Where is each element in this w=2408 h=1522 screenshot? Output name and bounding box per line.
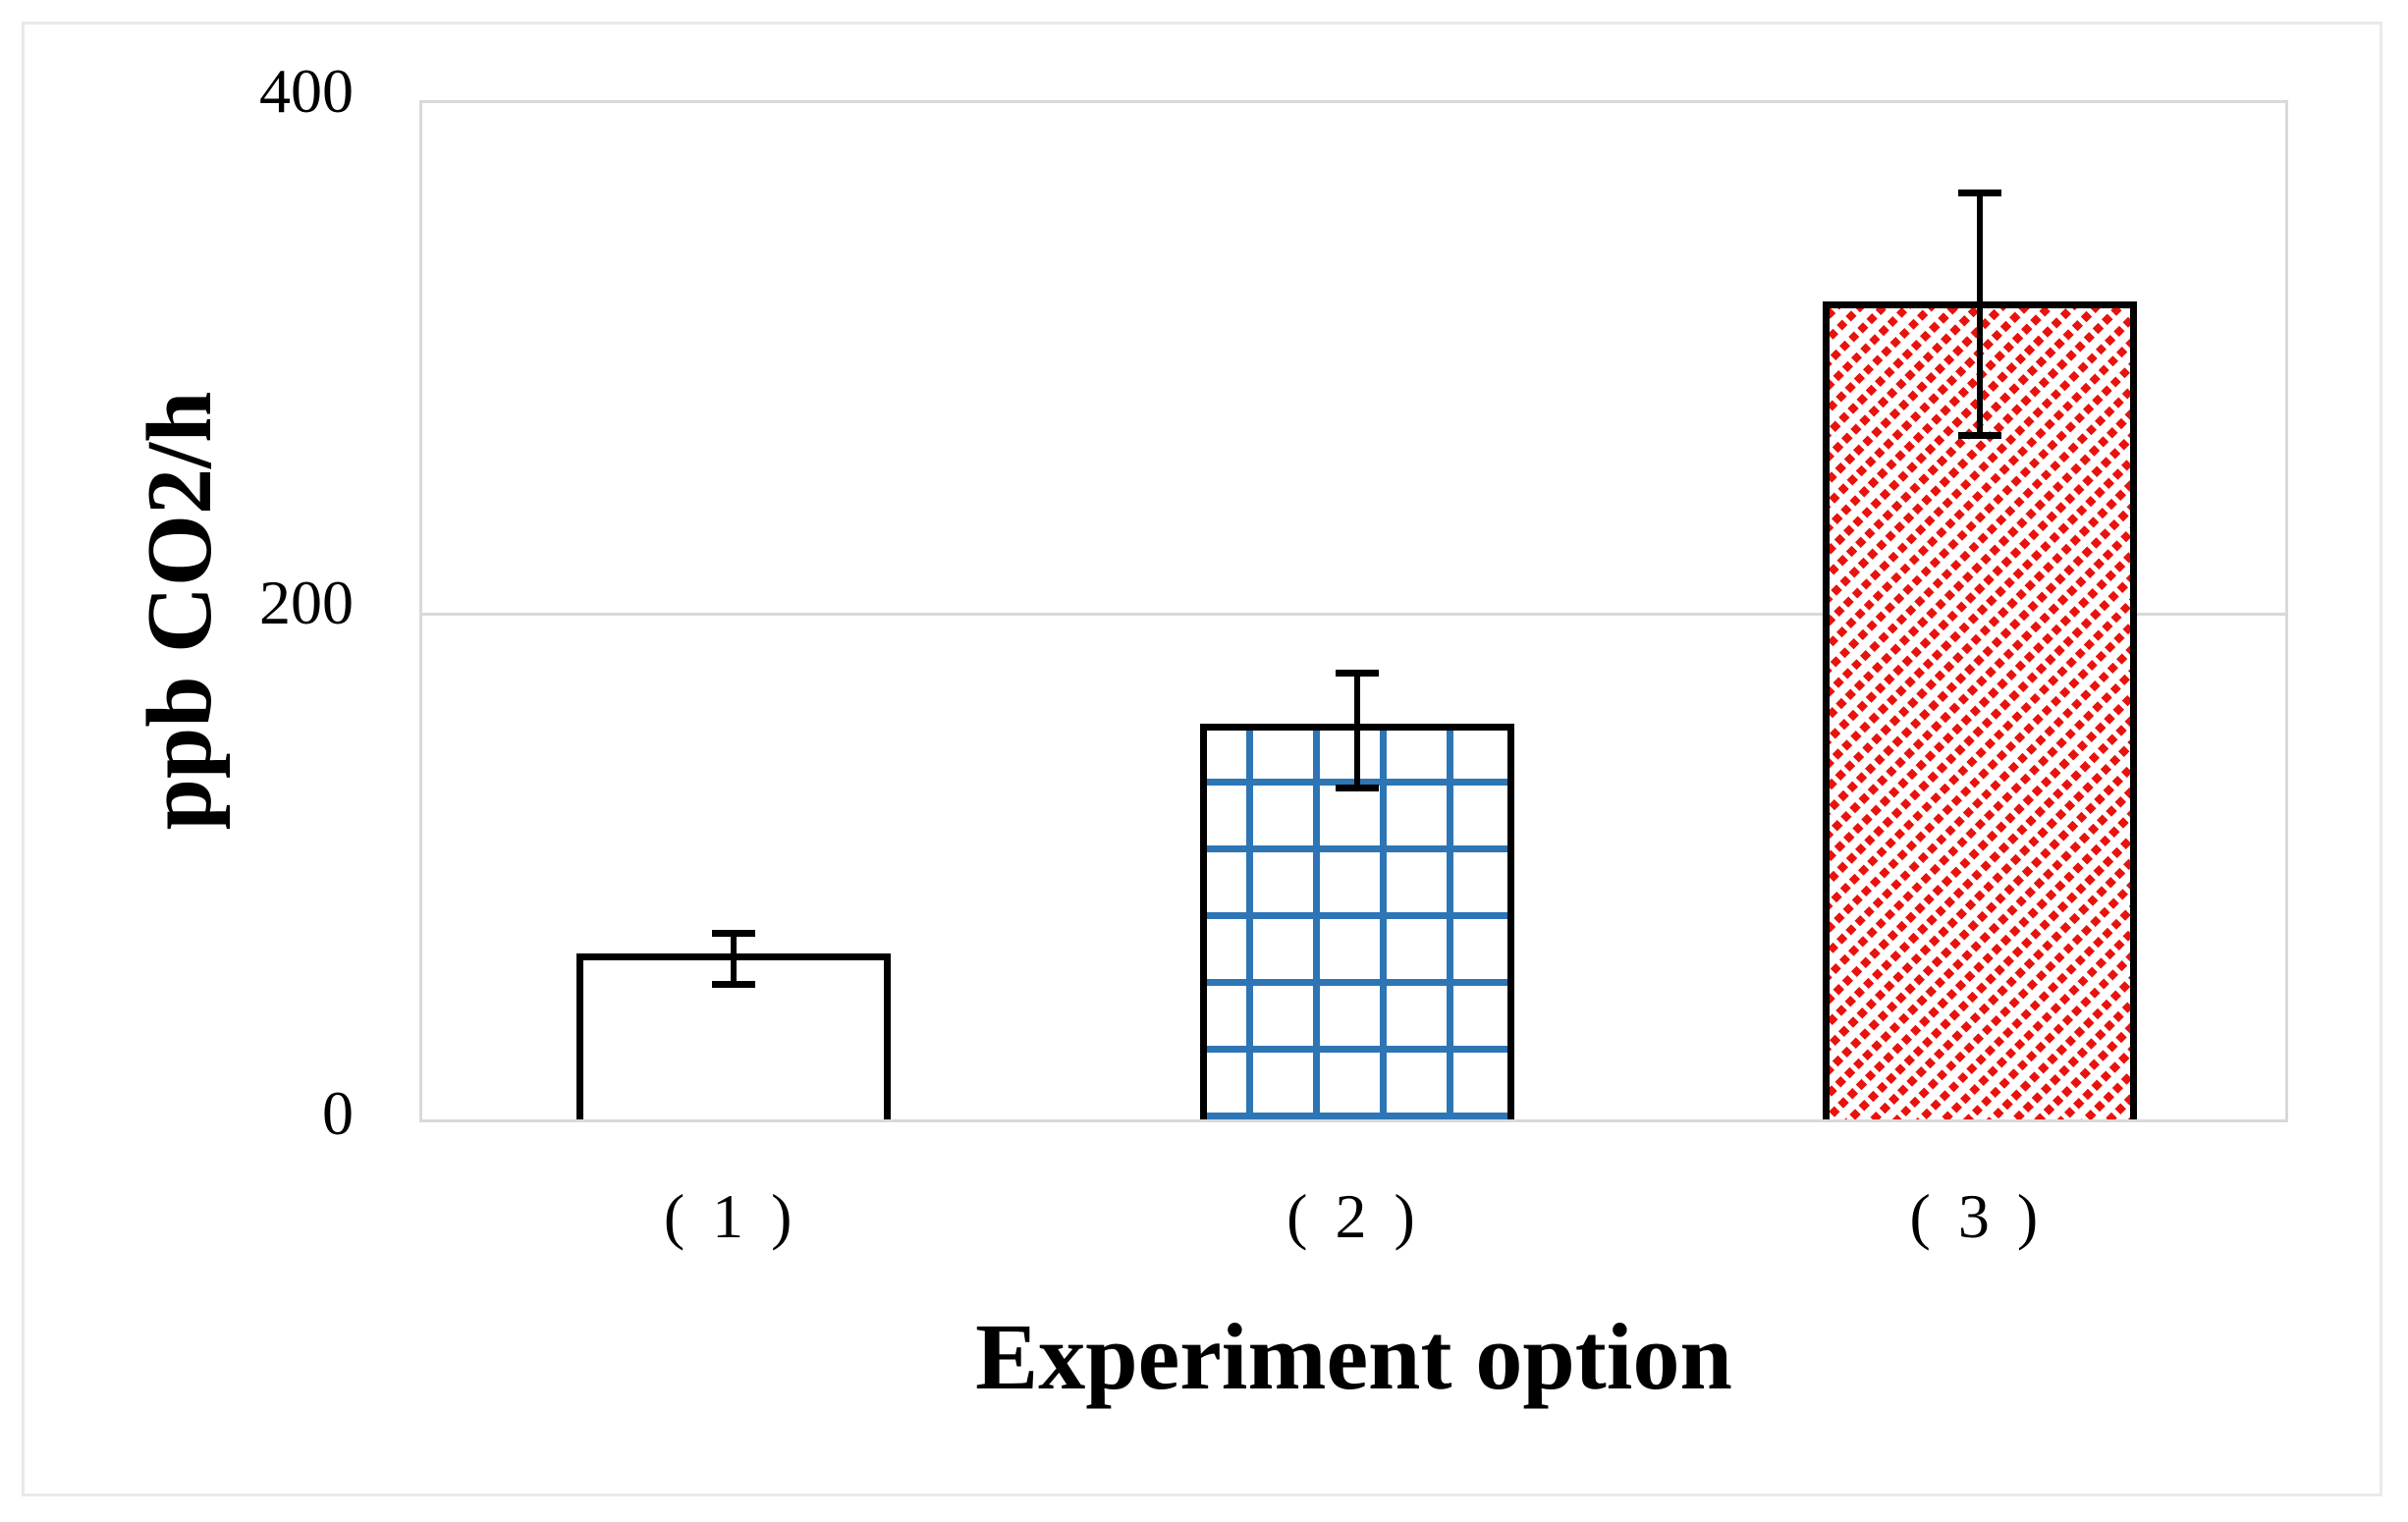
plot-area <box>419 100 2288 1122</box>
x-category-label-2: ( 2 ) <box>1286 1181 1421 1251</box>
error-bar-top-cap-1 <box>712 930 756 938</box>
error-bar-bottom-cap-2 <box>1335 784 1379 791</box>
error-bar-line-1 <box>731 933 738 985</box>
y-tick-label-200: 200 <box>259 567 354 637</box>
bar-category-2 <box>1199 724 1514 1119</box>
error-bar-top-cap-3 <box>1957 189 2001 196</box>
x-category-label-1: ( 1 ) <box>663 1181 798 1251</box>
error-bar-line-3 <box>1976 192 1983 436</box>
bar-category-1 <box>576 953 892 1119</box>
error-bar-bottom-cap-3 <box>1957 431 2001 439</box>
y-tick-label-400: 400 <box>259 56 354 126</box>
error-bar-bottom-cap-1 <box>712 981 756 989</box>
gridline-200 <box>422 613 2285 616</box>
x-category-label-3: ( 3 ) <box>1909 1181 2045 1251</box>
x-axis-title: Experiment option <box>975 1304 1732 1409</box>
y-tick-label-0: 0 <box>322 1078 354 1148</box>
error-bar-top-cap-2 <box>1335 669 1379 677</box>
error-bar-line-2 <box>1353 673 1360 788</box>
bar-category-3 <box>1822 301 2137 1119</box>
